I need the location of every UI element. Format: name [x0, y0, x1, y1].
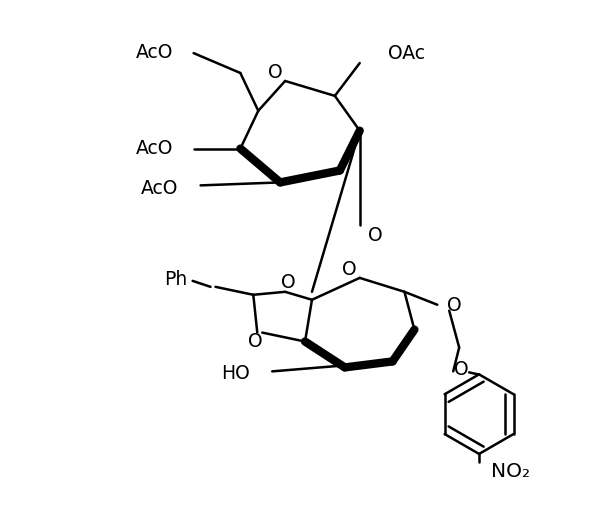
Text: Ph: Ph [164, 270, 188, 289]
Text: O: O [342, 261, 357, 280]
Text: AcO: AcO [136, 43, 172, 62]
Text: AcO: AcO [136, 139, 172, 158]
Text: O: O [248, 332, 262, 351]
Text: O: O [368, 226, 383, 245]
Text: O: O [447, 296, 462, 315]
Text: OAc: OAc [387, 44, 424, 63]
Text: O: O [268, 64, 283, 83]
Text: NO₂: NO₂ [491, 462, 530, 481]
Text: O: O [281, 273, 296, 292]
Text: AcO: AcO [141, 179, 179, 198]
Text: O: O [454, 360, 469, 379]
Text: HO: HO [222, 364, 250, 383]
